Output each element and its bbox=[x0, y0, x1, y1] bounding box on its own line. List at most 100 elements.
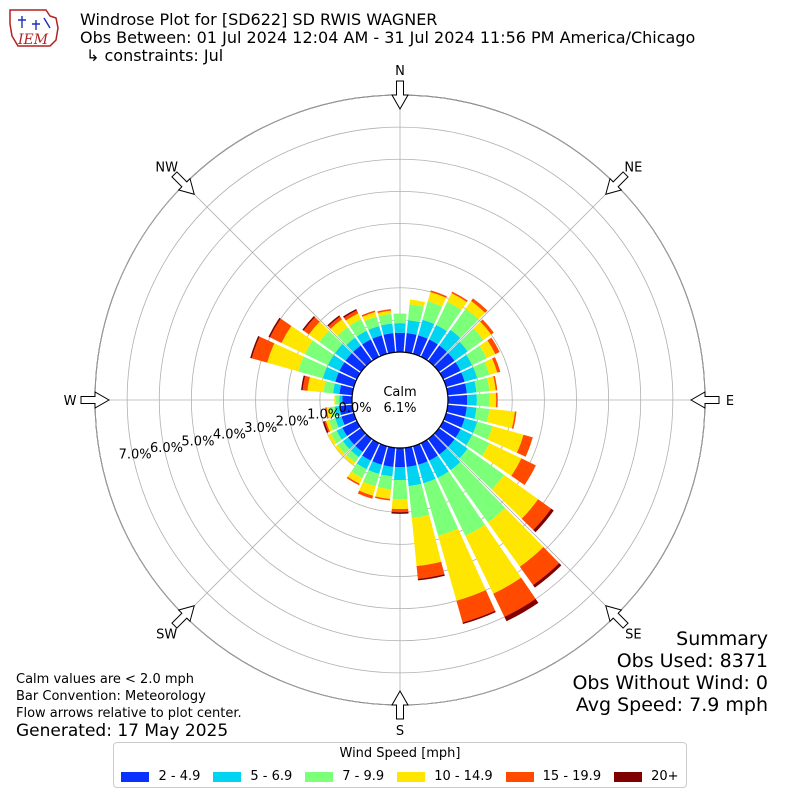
rose-bar-segment bbox=[335, 395, 340, 405]
rose-bar-segment bbox=[281, 325, 313, 355]
rose-bar-segment bbox=[532, 563, 562, 588]
legend-swatch bbox=[213, 771, 242, 782]
chart-subtitle: Obs Between: 01 Jul 2024 12:04 AM - 31 J… bbox=[80, 28, 696, 47]
rose-bar-segment bbox=[422, 301, 443, 325]
rose-bar-segment bbox=[327, 315, 341, 327]
rose-bar-segment bbox=[511, 458, 536, 485]
radial-tick-label: 3.0% bbox=[244, 421, 277, 436]
direction-arrow-e bbox=[689, 391, 720, 409]
summary-title: Summary bbox=[676, 628, 768, 650]
rose-bar-segment bbox=[394, 447, 406, 468]
rose-bar-segment bbox=[251, 336, 275, 363]
rose-bar-segment bbox=[476, 393, 490, 407]
rose-bar-segment bbox=[343, 308, 357, 318]
rose-bar-segment bbox=[330, 430, 342, 444]
rose-bar-segment bbox=[391, 511, 409, 514]
rose-bar-segment bbox=[362, 339, 380, 361]
rose-bar-segment bbox=[455, 354, 473, 371]
rose-bar-segment bbox=[339, 362, 361, 380]
rose-bar-segment bbox=[451, 291, 468, 302]
grid-spoke bbox=[184, 184, 367, 367]
rose-bar-segment bbox=[323, 381, 335, 394]
rose-bar-segment bbox=[339, 395, 343, 405]
rose-bar-segment bbox=[462, 610, 496, 625]
rose-bar-segment bbox=[416, 561, 445, 579]
svg-text:IEM: IEM bbox=[17, 32, 49, 48]
rose-bar-segment bbox=[329, 418, 339, 431]
rose-bar-segment bbox=[336, 427, 348, 440]
rose-bar-segment bbox=[493, 577, 536, 617]
legend-label: 10 - 14.9 bbox=[434, 769, 493, 784]
rose-bar-segment bbox=[407, 304, 424, 323]
rose-bar-segment bbox=[492, 357, 501, 373]
rose-bar-segment bbox=[473, 321, 492, 341]
rose-bar-segment bbox=[430, 290, 447, 298]
legend-title: Wind Speed [mph] bbox=[339, 746, 461, 761]
rose-bar-segment bbox=[344, 455, 356, 466]
rose-bar-segment bbox=[406, 465, 422, 487]
rose-bar-segment bbox=[368, 325, 382, 339]
rose-bar-segment bbox=[383, 333, 396, 354]
rose-bar-segment bbox=[495, 392, 498, 408]
rose-bar-segment bbox=[377, 309, 392, 314]
rose-bar-segment bbox=[406, 320, 420, 335]
rose-bar-segment bbox=[504, 598, 539, 622]
rose-bar-segment bbox=[482, 443, 522, 476]
legend-item: 15 - 19.9 bbox=[505, 769, 601, 784]
legend-label: 20+ bbox=[651, 769, 679, 784]
legend-label: 5 - 6.9 bbox=[250, 769, 293, 784]
rose-bar-segment bbox=[334, 444, 345, 456]
rose-bar-segment bbox=[342, 437, 355, 450]
rose-bar-segment bbox=[412, 335, 428, 357]
rose-bar-segment bbox=[429, 324, 447, 345]
rose-bar-segment bbox=[423, 478, 459, 536]
rose-bar-segment bbox=[356, 455, 371, 470]
rose-bar-segment bbox=[443, 412, 465, 428]
rose-bar-segment bbox=[334, 344, 352, 361]
rose-bar-segment bbox=[487, 337, 500, 355]
rose-bar-segment bbox=[461, 367, 478, 382]
rose-bar-segment bbox=[439, 420, 461, 438]
rose-bar-segment bbox=[301, 375, 306, 391]
legend-item: 2 - 4.9 bbox=[121, 769, 200, 784]
rose-bar-segment bbox=[326, 407, 332, 419]
legend-swatch bbox=[614, 771, 643, 782]
legend-swatch bbox=[121, 771, 150, 782]
rose-bar-segment bbox=[361, 310, 376, 317]
rose-bar-segment bbox=[489, 392, 497, 408]
rose-bar-segment bbox=[459, 448, 505, 490]
rose-bar-segment bbox=[437, 471, 485, 536]
rose-bar-segment bbox=[465, 301, 486, 320]
rose-bar-segment bbox=[447, 394, 468, 406]
grid-spoke bbox=[433, 184, 616, 367]
radial-tick-label: 4.0% bbox=[213, 428, 246, 443]
rose-bar-segment bbox=[447, 293, 467, 310]
rose-bar-segment bbox=[345, 353, 366, 372]
direction-arrow-se bbox=[605, 605, 629, 629]
flow-note: Flow arrows relative to plot center. bbox=[16, 706, 242, 721]
rose-bar-segment bbox=[347, 428, 366, 445]
summary-block: Summary Obs Used: 8371 Obs Without Wind:… bbox=[572, 628, 768, 716]
rose-bar-segment bbox=[420, 439, 438, 461]
legend-swatch bbox=[397, 771, 426, 782]
rose-bar-segment bbox=[355, 434, 372, 453]
rose-bar-segment bbox=[346, 476, 360, 486]
rose-bar-segment bbox=[298, 356, 327, 379]
direction-label: SE bbox=[625, 627, 641, 642]
rose-bar-segment bbox=[417, 574, 445, 581]
rose-bar-segment bbox=[404, 446, 417, 467]
rose-bar-segment bbox=[328, 316, 342, 329]
rose-bar-segment bbox=[335, 416, 345, 428]
rose-bar-segment bbox=[359, 481, 376, 496]
rose-bar-segment bbox=[473, 421, 493, 440]
radial-tick-label: 6.0% bbox=[150, 441, 183, 456]
rose-bar-segment bbox=[411, 514, 442, 567]
legend-swatch bbox=[305, 771, 334, 782]
calm-circle bbox=[351, 351, 449, 449]
notes-block: Calm values are < 2.0 mph Bar Convention… bbox=[16, 671, 242, 740]
legend-label: 2 - 4.9 bbox=[158, 769, 201, 784]
rose-bar-segment bbox=[302, 375, 310, 391]
rose-bar-segment bbox=[349, 319, 367, 337]
rose-bar-segment bbox=[307, 377, 326, 393]
rose-bar-segment bbox=[429, 455, 449, 478]
